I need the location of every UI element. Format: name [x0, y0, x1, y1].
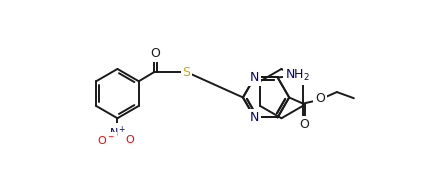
Text: S: S: [182, 65, 190, 79]
Text: O: O: [299, 118, 309, 131]
Text: S: S: [182, 65, 190, 79]
Text: NH$_2$: NH$_2$: [285, 68, 310, 83]
Polygon shape: [260, 69, 303, 118]
Text: O: O: [150, 47, 160, 60]
Text: N: N: [250, 111, 259, 124]
Text: O: O: [125, 135, 134, 145]
Text: N: N: [250, 71, 259, 84]
Text: N$^+$: N$^+$: [109, 124, 126, 140]
Text: O: O: [315, 92, 325, 105]
Text: O: O: [315, 92, 325, 105]
Text: N: N: [250, 71, 259, 84]
Text: O$^-$: O$^-$: [97, 134, 115, 146]
Text: NH$_2$: NH$_2$: [285, 68, 310, 83]
Text: O: O: [299, 118, 309, 131]
Polygon shape: [260, 69, 303, 118]
Text: N: N: [250, 111, 259, 124]
